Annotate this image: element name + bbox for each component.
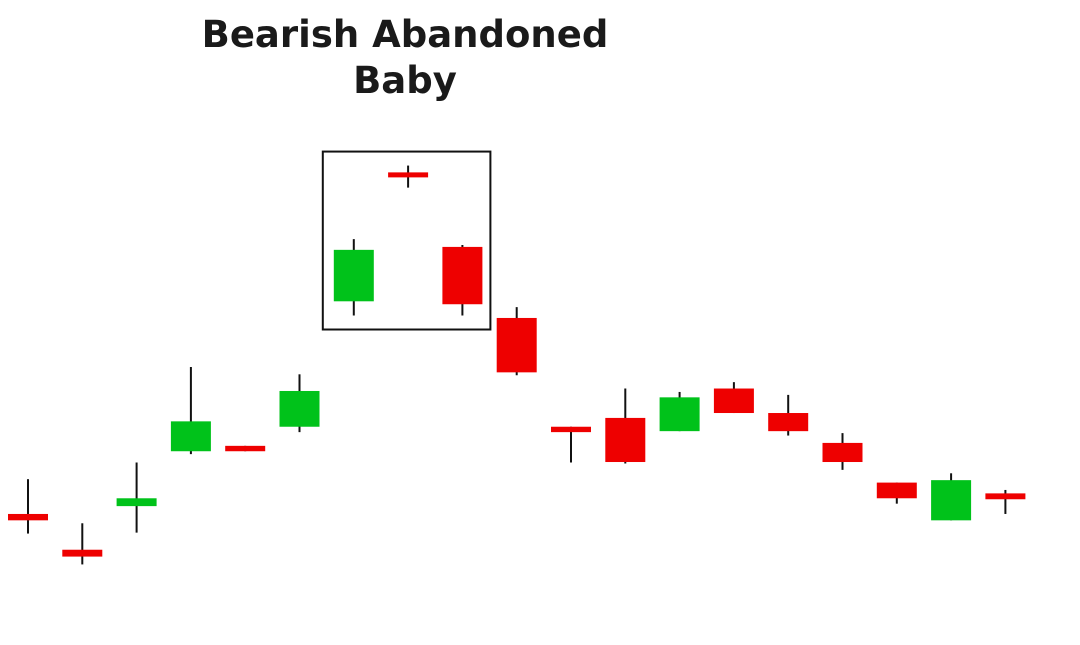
candle-17-body-bullish — [931, 480, 972, 521]
candle-9-body-bearish — [496, 317, 537, 373]
candle-7-body-bearish — [388, 172, 429, 178]
chart-title-line-1: Bearish Abandoned — [201, 13, 609, 56]
candle-14-body-bearish — [768, 413, 809, 432]
candle-8-body-bearish — [442, 246, 483, 305]
candle-0-body-bearish — [8, 513, 48, 521]
pattern-highlight-box — [321, 150, 492, 331]
candle-2-body-bullish — [116, 498, 157, 507]
candle-15-body-bearish — [822, 442, 863, 463]
candle-12-body-bullish — [659, 397, 700, 432]
candle-11-body-bearish — [605, 417, 646, 463]
candle-16-body-bearish — [876, 482, 917, 499]
candle-13-body-bearish — [713, 388, 754, 414]
chart-title-line-2: Baby — [353, 59, 457, 102]
candle-4-body-bearish — [225, 445, 266, 452]
candle-5-body-bullish — [279, 390, 320, 427]
candle-3-body-bullish — [170, 421, 211, 452]
candle-1-body-bearish — [62, 549, 103, 557]
candle-10-body-bearish — [551, 426, 591, 433]
candle-6-body-bullish — [333, 249, 374, 302]
candle-18-body-bearish — [985, 493, 1026, 500]
chart-title: Bearish Abandoned Baby — [190, 12, 620, 104]
